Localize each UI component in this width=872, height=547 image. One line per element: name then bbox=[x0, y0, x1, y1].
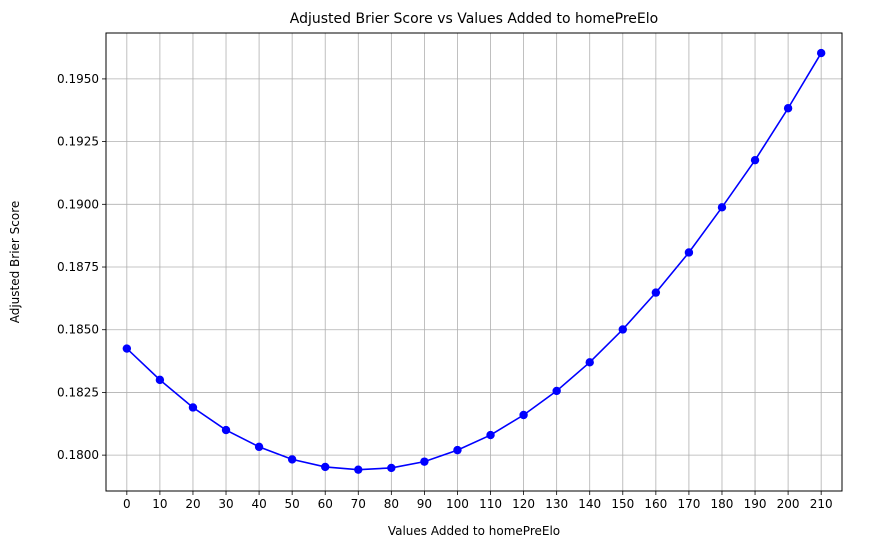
axis-ticks: 0 10 20 30 40 50 60 70 80 90 100 110 120 130 140 150 160… bbox=[57, 72, 833, 511]
y-tick-label: 0.1900 bbox=[57, 197, 99, 211]
data-point bbox=[750, 155, 760, 165]
x-tick-label: 110 bbox=[479, 497, 502, 511]
data-point bbox=[618, 325, 627, 334]
data-point bbox=[155, 375, 165, 385]
x-tick-label: 130 bbox=[545, 497, 568, 511]
data-point bbox=[287, 455, 297, 464]
data-point bbox=[420, 457, 429, 466]
data-point bbox=[684, 248, 694, 257]
x-tick-label: 60 bbox=[318, 497, 333, 511]
data-point bbox=[122, 344, 132, 353]
x-tick-label: 210 bbox=[810, 497, 833, 511]
data-point bbox=[783, 104, 793, 113]
plot-frame bbox=[105, 32, 843, 492]
data-point bbox=[486, 430, 495, 440]
series-line bbox=[126, 52, 822, 471]
y-axis-label: Adjusted Brier Score bbox=[8, 201, 22, 324]
data-point bbox=[321, 462, 330, 472]
x-tick-label: 150 bbox=[611, 497, 634, 511]
x-tick-label: 50 bbox=[285, 497, 300, 511]
data-point bbox=[519, 410, 528, 420]
x-tick-label: 20 bbox=[185, 497, 200, 511]
x-tick-label: 180 bbox=[711, 497, 734, 511]
data-point bbox=[221, 425, 231, 435]
y-tick-label: 0.1850 bbox=[57, 323, 99, 337]
data-point bbox=[717, 203, 727, 212]
data-point bbox=[585, 358, 594, 367]
data-point bbox=[816, 48, 826, 58]
grid bbox=[106, 33, 842, 491]
x-tick-label: 120 bbox=[512, 497, 535, 511]
data-point bbox=[387, 463, 396, 473]
data-point bbox=[354, 465, 363, 474]
y-tick-label: 0.1800 bbox=[57, 448, 99, 462]
y-tick-label: 0.1875 bbox=[57, 260, 99, 274]
x-tick-label: 70 bbox=[351, 497, 366, 511]
x-tick-label: 200 bbox=[777, 497, 800, 511]
x-tick-label: 170 bbox=[677, 497, 700, 511]
x-tick-label: 80 bbox=[384, 497, 399, 511]
x-tick-label: 160 bbox=[644, 497, 667, 511]
x-tick-label: 10 bbox=[152, 497, 167, 511]
x-tick-label: 0 bbox=[123, 497, 131, 511]
x-tick-label: 40 bbox=[251, 497, 266, 511]
x-tick-label: 30 bbox=[218, 497, 233, 511]
x-axis-label: Values Added to homePreElo bbox=[388, 524, 560, 538]
data-point bbox=[254, 442, 264, 452]
data-point bbox=[188, 403, 198, 412]
x-tick-label: 90 bbox=[417, 497, 432, 511]
y-tick-label: 0.1825 bbox=[57, 385, 99, 399]
x-tick-label: 100 bbox=[446, 497, 469, 511]
y-tick-label: 0.1950 bbox=[57, 72, 99, 86]
x-tick-label: 190 bbox=[744, 497, 767, 511]
data-point bbox=[453, 445, 462, 455]
data-point bbox=[651, 288, 661, 297]
data-point bbox=[552, 386, 561, 396]
y-tick-label: 0.1925 bbox=[57, 135, 99, 149]
x-tick-label: 140 bbox=[578, 497, 601, 511]
chart-title: Adjusted Brier Score vs Values Added to … bbox=[290, 11, 658, 27]
series-area bbox=[122, 48, 826, 474]
